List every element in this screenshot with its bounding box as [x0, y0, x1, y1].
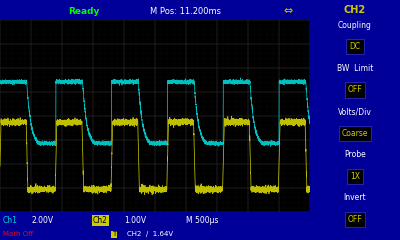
Text: BW  Limit: BW Limit: [337, 64, 373, 73]
Text: Ch2: Ch2: [93, 216, 108, 225]
Text: Invert: Invert: [344, 193, 366, 203]
Text: M Pos: 11.200ms: M Pos: 11.200ms: [150, 7, 222, 16]
Text: OFF: OFF: [348, 215, 362, 224]
Text: Ch1: Ch1: [3, 216, 18, 225]
Text: T: T: [112, 231, 116, 238]
Text: Coarse: Coarse: [342, 129, 368, 138]
Text: OFF: OFF: [348, 85, 362, 95]
Text: 1X: 1X: [350, 172, 360, 181]
Text: CH2: CH2: [344, 5, 366, 15]
Text: 1.00V: 1.00V: [124, 216, 146, 225]
Text: Probe: Probe: [344, 150, 366, 159]
Text: Volts/Div: Volts/Div: [338, 107, 372, 116]
Text: Math Off: Math Off: [3, 231, 33, 238]
Text: DC: DC: [350, 42, 360, 51]
Text: 2.00V: 2.00V: [31, 216, 53, 225]
Text: Coupling: Coupling: [338, 21, 372, 30]
Text: ⇔: ⇔: [284, 6, 293, 16]
Text: M 500μs: M 500μs: [186, 216, 218, 225]
Text: CH2  /  1.64V: CH2 / 1.64V: [127, 231, 173, 238]
Text: Ready: Ready: [68, 7, 99, 16]
